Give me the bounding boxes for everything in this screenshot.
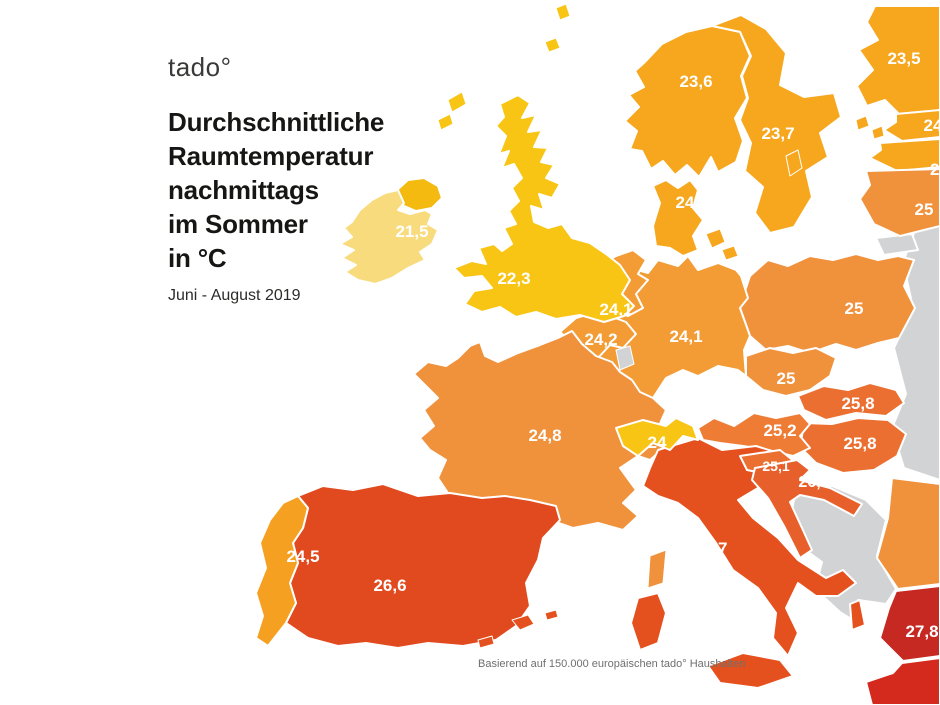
- label-sweden: 23,7: [761, 124, 794, 143]
- page-title-line-4: im Sommer: [168, 209, 308, 239]
- region-baltic-islands: [855, 115, 885, 140]
- region-finland: [856, 5, 940, 117]
- region-balearic-islands: [477, 609, 559, 649]
- region-southeast: [879, 585, 940, 662]
- page-title-line-2: Raumtemperatur: [168, 141, 374, 171]
- region-uk-islands: [437, 3, 571, 131]
- label-austria: 25,2: [763, 421, 796, 440]
- region-luxembourg: [615, 345, 635, 371]
- label-poland: 25: [845, 299, 864, 318]
- region-kaliningrad: [875, 233, 919, 256]
- region-slovakia: [797, 382, 905, 421]
- label-southeast-region: 27,8: [905, 622, 938, 641]
- label-italy: 27: [709, 539, 728, 558]
- region-united-kingdom: [453, 94, 635, 323]
- region-czech-republic: [745, 347, 837, 397]
- region-corsica: [647, 549, 667, 589]
- label-denmark: 24,1: [675, 193, 708, 212]
- label-slovakia: 25,8: [841, 394, 874, 413]
- label-portugal: 24,5: [286, 547, 319, 566]
- title-block: tado° Durchschnittliche Raumtemperatur n…: [168, 52, 428, 305]
- page-title-line-3: nachmittags: [168, 175, 319, 205]
- map-labels: 21,5 22,3 23,6 23,7 23,5 24 2 25 24,1 24…: [286, 49, 940, 641]
- label-germany: 24,1: [669, 327, 702, 346]
- region-ukraine-belarus: [891, 225, 940, 481]
- label-ireland: 21,5: [395, 222, 428, 241]
- label-belgium: 24,2: [584, 330, 617, 349]
- label-latvia: 2: [930, 160, 939, 179]
- label-norway: 23,6: [679, 72, 712, 91]
- map-regions: [255, 3, 940, 705]
- region-poland: [739, 253, 916, 354]
- label-hungary: 25,8: [843, 434, 876, 453]
- subtitle-date-range: Juni - August 2019: [168, 287, 301, 304]
- label-czech-republic: 25: [777, 369, 796, 388]
- region-sicily: [707, 652, 794, 689]
- region-croatia: [751, 459, 863, 559]
- region-romania: [876, 477, 940, 590]
- region-norway: [624, 25, 751, 178]
- label-lithuania: 25: [915, 200, 934, 219]
- region-ireland: [339, 189, 439, 285]
- region-denmark: [652, 179, 704, 257]
- region-portugal: [255, 495, 309, 647]
- region-albania: [849, 599, 866, 631]
- region-austria: [697, 412, 811, 457]
- page-title-line-1: Durchschnittliche: [168, 107, 385, 137]
- source-note: Basierend auf 150.000 europäischen tado°…: [478, 658, 746, 670]
- label-france: 24,8: [528, 426, 561, 445]
- label-estonia: 24: [924, 116, 940, 135]
- region-gotland: [785, 149, 803, 177]
- region-greece: [865, 657, 940, 705]
- page-title-line-5: in °C: [168, 243, 227, 273]
- region-sardinia: [630, 592, 667, 651]
- label-netherlands: 24,1: [599, 300, 632, 319]
- region-denmark-islands: [705, 228, 739, 261]
- label-united-kingdom: 22,3: [497, 269, 530, 288]
- region-switzerland: [615, 417, 699, 457]
- label-switzerland: 24: [648, 433, 667, 452]
- label-finland: 23,5: [887, 49, 920, 68]
- label-croatia: 26,1: [798, 474, 829, 491]
- region-lithuania: [859, 168, 940, 237]
- tado-logo: tado°: [168, 52, 232, 82]
- label-spain: 26,6: [373, 576, 406, 595]
- label-slovenia: 25,1: [762, 458, 789, 474]
